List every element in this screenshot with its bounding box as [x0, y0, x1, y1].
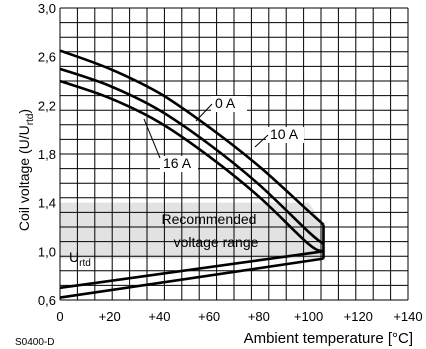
- y-tick-label: 1,0: [38, 244, 56, 259]
- x-tick-label: +60: [198, 309, 220, 324]
- label-bg-16a: [160, 156, 198, 172]
- grid: [59, 7, 409, 301]
- series-curve-0: [59, 49, 325, 226]
- y-tick-label: 2,6: [38, 50, 56, 65]
- x-tick-label: +40: [148, 309, 170, 324]
- y-axis-title-main: Coil voltage (U/U: [16, 125, 32, 231]
- leader-line-0a: [195, 103, 213, 122]
- y-tick-label: 2,2: [38, 98, 56, 113]
- recommended-voltage-region: [60, 202, 324, 259]
- lower-boundary-line-1: [59, 257, 324, 299]
- recommended-region: [60, 202, 324, 259]
- series: [59, 49, 325, 299]
- y-tick-label: 1,4: [38, 196, 56, 211]
- y-axis-title-sub: rtd: [25, 114, 36, 126]
- series-curve-2: [59, 79, 325, 253]
- x-tick-label: 0: [56, 309, 63, 324]
- region-label-line1: Recommended: [162, 211, 257, 227]
- figure-code: S0400-D: [15, 337, 54, 348]
- series-curve-1: [59, 67, 325, 246]
- u-rtd-sub: rtd: [79, 258, 91, 269]
- series-label-16a: 16 A: [163, 155, 192, 171]
- u-rtd-label: Urtd: [69, 249, 91, 269]
- lower-boundary-line-0: [59, 250, 324, 290]
- x-axis-title: Ambient temperature [°C]: [244, 330, 413, 347]
- y-tick-label: 0,6: [38, 293, 56, 308]
- y-axis-title: Coil voltage (U/Urtd): [16, 109, 36, 231]
- y-tick-label: 3,0: [38, 1, 56, 16]
- x-tick-label: +80: [248, 309, 270, 324]
- series-label-0a: 0 A: [215, 95, 236, 111]
- y-tick-label: 1,8: [38, 147, 56, 162]
- region-label-line2: voltage range: [174, 234, 259, 250]
- x-tick-label: +120: [344, 309, 373, 324]
- leader-line-16a: [143, 118, 161, 159]
- x-tick-label: +140: [393, 309, 422, 324]
- u-rtd-main: U: [69, 249, 79, 265]
- label-bg-10a: [266, 127, 304, 143]
- leader-line-10a: [254, 134, 269, 148]
- x-tick-label: +20: [99, 309, 121, 324]
- tick-labels: 0,6 1,0 1,4 1,8 2,2 2,6 3,0 0 +20 +40 +60 +80 +100 +1…: [38, 1, 423, 324]
- y-axis-title-close: ): [16, 109, 32, 114]
- series-label-10a: 10 A: [270, 126, 299, 142]
- x-tick-label: +100: [294, 309, 323, 324]
- label-bg-0a: [211, 96, 247, 112]
